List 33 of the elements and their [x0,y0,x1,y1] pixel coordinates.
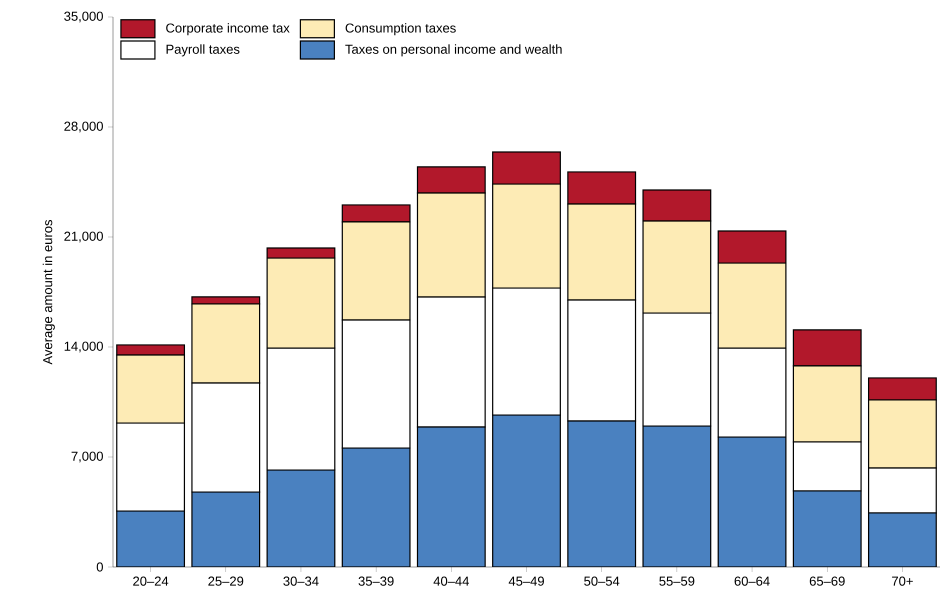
x-tick-label: 25–29 [208,576,244,586]
bar [642,425,712,567]
x-tick-label: 70+ [892,576,913,586]
x-tick-label: 30–34 [283,576,319,586]
bar [792,490,862,567]
x-tick-label: 60–64 [734,576,770,586]
bar [492,414,561,567]
y-tick-label: 28,000 [64,122,103,132]
x-tick-label: 40–44 [434,576,470,586]
y-tick-label: 0 [96,562,103,572]
bar [416,426,486,567]
x-tick-label: 35–39 [358,576,394,586]
bar [718,436,786,567]
x-tick-label: 65–69 [810,576,845,586]
x-tick-label: 50–54 [584,576,620,586]
y-tick-label: 7,000 [72,452,103,462]
bar [868,512,937,567]
bar [567,420,636,567]
legend-label: Consumption taxes [346,23,456,36]
y-tick-label: 35,000 [64,12,103,22]
x-tick-label: 20–24 [133,576,168,586]
y-tick-label: 21,000 [64,232,103,242]
legend-label: Corporate income tax [166,23,290,36]
bar [191,491,260,567]
bar [116,510,186,567]
bar [266,469,336,567]
bar [342,447,411,567]
legend-label: Taxes on personal income and wealth [345,44,562,56]
y-axis-title: Average amount in euros [42,220,55,364]
legend-label: Payroll taxes [166,44,240,56]
y-tick-label: 14,000 [64,342,103,352]
x-tick-label: 45–49 [508,576,544,586]
x-tick-label: 55–59 [659,576,694,586]
